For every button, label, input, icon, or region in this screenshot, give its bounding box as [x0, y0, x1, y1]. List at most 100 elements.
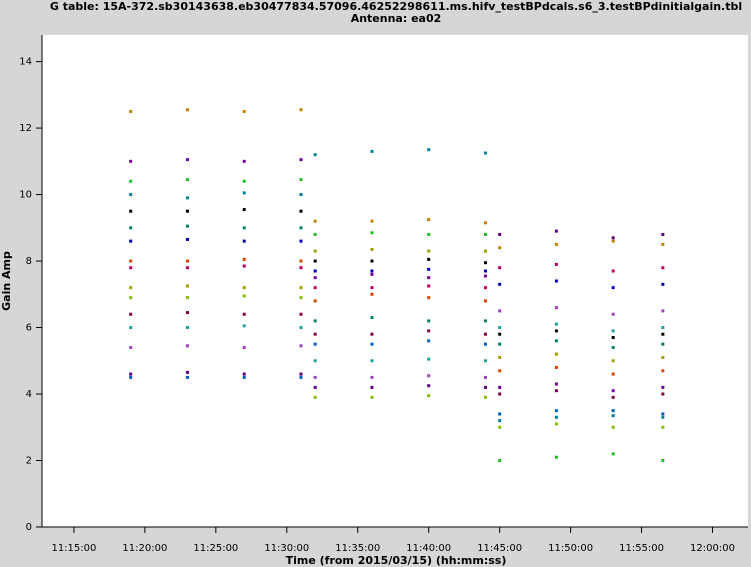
point	[242, 226, 246, 230]
point	[661, 232, 665, 236]
point	[313, 219, 317, 223]
y-tick-label: 0	[26, 522, 32, 533]
point	[498, 459, 502, 463]
point	[299, 372, 303, 376]
point	[129, 375, 133, 379]
point	[370, 149, 374, 153]
x-axis-label: Time (from 2015/03/15) (hh:mm:ss)	[286, 554, 507, 567]
point	[661, 459, 665, 463]
point	[185, 224, 189, 228]
point	[242, 208, 246, 212]
point	[611, 286, 615, 290]
point	[299, 326, 303, 330]
point	[427, 374, 431, 378]
point	[498, 246, 502, 250]
point	[427, 218, 431, 221]
point	[185, 259, 189, 263]
point	[129, 312, 133, 316]
point	[185, 326, 189, 330]
point	[554, 365, 558, 369]
point	[299, 266, 303, 270]
point	[427, 357, 431, 361]
point	[661, 242, 665, 246]
point	[185, 344, 189, 348]
point	[611, 345, 615, 349]
point	[299, 209, 303, 213]
x-tick-label: 11:25:00	[193, 543, 238, 554]
point	[554, 389, 558, 393]
point	[299, 296, 303, 300]
point	[554, 229, 558, 233]
point	[313, 259, 317, 263]
point	[483, 151, 487, 155]
point	[299, 158, 303, 162]
point	[185, 375, 189, 379]
point	[611, 372, 615, 376]
point	[370, 286, 374, 290]
point	[370, 231, 374, 235]
y-tick-label: 14	[19, 57, 32, 68]
point	[427, 257, 431, 261]
point	[661, 266, 665, 270]
point	[498, 309, 502, 313]
point	[370, 292, 374, 296]
point	[483, 249, 487, 253]
point	[427, 319, 431, 323]
point	[313, 395, 317, 399]
y-tick-label: 6	[26, 323, 32, 334]
point	[313, 319, 317, 323]
point	[498, 232, 502, 236]
point	[427, 232, 431, 236]
point	[498, 282, 502, 286]
point	[370, 219, 374, 223]
point	[129, 159, 133, 163]
point	[370, 272, 374, 276]
chart-title: G table: 15A-372.sb30143638.eb30477834.5…	[50, 0, 742, 13]
point	[427, 394, 431, 398]
point	[129, 193, 133, 197]
point	[483, 261, 487, 265]
point	[242, 375, 246, 379]
point	[661, 309, 665, 313]
point	[661, 412, 665, 416]
point	[185, 108, 189, 112]
point	[498, 369, 502, 373]
point	[427, 284, 431, 288]
point	[498, 412, 502, 416]
point	[611, 414, 615, 418]
point	[554, 306, 558, 310]
point	[129, 209, 133, 213]
point	[427, 148, 431, 152]
point	[370, 342, 374, 346]
point	[313, 375, 317, 379]
point	[129, 345, 133, 349]
x-tick-label: 11:15:00	[51, 543, 96, 554]
point	[242, 159, 246, 163]
point	[483, 342, 487, 346]
point	[242, 294, 246, 298]
point	[661, 392, 665, 396]
point	[554, 279, 558, 283]
point	[498, 342, 502, 346]
point	[427, 249, 431, 253]
point	[129, 179, 133, 183]
point	[483, 232, 487, 236]
point	[427, 329, 431, 333]
point	[483, 286, 487, 290]
point	[370, 332, 374, 336]
point	[313, 269, 317, 273]
y-tick-label: 4	[26, 389, 32, 400]
point	[483, 359, 487, 363]
point	[483, 385, 487, 389]
point	[185, 296, 189, 300]
point	[299, 108, 303, 112]
y-tick-label: 2	[26, 456, 32, 467]
point	[611, 336, 615, 340]
point	[661, 282, 665, 286]
point	[313, 232, 317, 236]
point	[299, 312, 303, 316]
point	[313, 332, 317, 336]
point	[661, 355, 665, 359]
point	[661, 342, 665, 346]
